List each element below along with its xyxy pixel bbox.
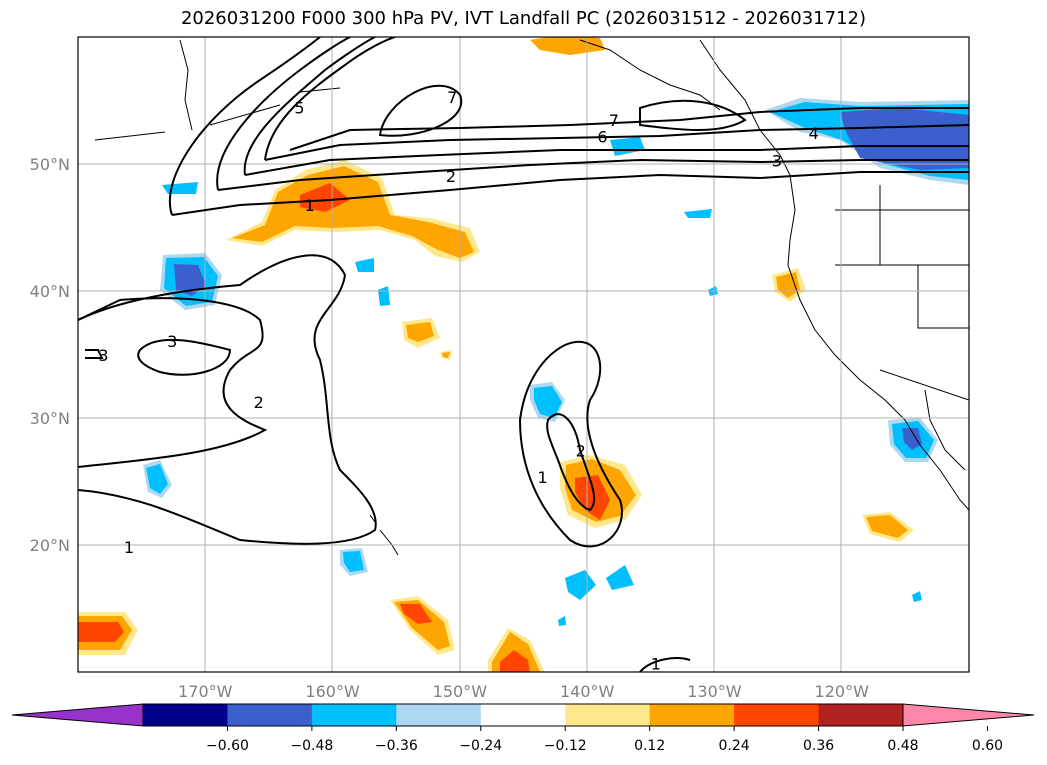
lat-tick-label: 40°N xyxy=(30,282,70,301)
colorbar-tick-label: −0.12 xyxy=(544,738,587,754)
latitude-tick-labels: 50°N 40°N 30°N 20°N xyxy=(30,155,70,555)
colorbar-outline xyxy=(142,703,904,727)
contour-label: 1 xyxy=(651,655,661,674)
map-title: 2026031200 F000 300 hPa PV, IVT Landfall… xyxy=(180,8,867,29)
colorbar-tick-label: −0.60 xyxy=(206,738,249,754)
colorbar-bin xyxy=(480,704,566,726)
colorbar-extend-high xyxy=(902,703,1035,727)
lon-tick-label: 130°W xyxy=(687,682,742,701)
lon-tick-label: 150°W xyxy=(433,682,488,701)
contour-label: 3 xyxy=(98,346,108,365)
map-plot-area xyxy=(78,37,969,672)
contour-label: 2 xyxy=(576,441,586,460)
contour-label: 7 xyxy=(447,88,457,107)
contour-label: 1 xyxy=(537,468,547,487)
contour-label: 1 xyxy=(305,196,315,215)
colorbar-bin xyxy=(734,704,820,726)
colorbar-tick-label: −0.36 xyxy=(375,738,418,754)
lon-tick-label: 140°W xyxy=(560,682,615,701)
lat-tick-label: 20°N xyxy=(30,536,70,555)
colorbar-bin xyxy=(143,704,228,726)
colorbar-tick-label: −0.24 xyxy=(459,738,502,754)
lon-tick-label: 170°W xyxy=(178,682,233,701)
colorbar-tick-label: 0.12 xyxy=(634,738,665,754)
contour-label: 2 xyxy=(254,393,264,412)
contour-label: 4 xyxy=(809,124,819,143)
colorbar-tick-label: −0.48 xyxy=(290,738,333,754)
contour-label: 3 xyxy=(167,332,177,351)
colorbar-tick-label: 0.24 xyxy=(719,738,750,754)
lon-tick-label: 120°W xyxy=(815,682,870,701)
contour-label: 7 xyxy=(609,111,619,130)
colorbar-bin xyxy=(818,704,904,726)
colorbar: −0.60 −0.48 −0.36 −0.24 −0.12 0.12 0.24 0.36 0.4… xyxy=(11,703,1035,754)
contour-label: 1 xyxy=(124,538,134,557)
colorbar-bin xyxy=(396,704,482,726)
colorbar-tick-label: 0.48 xyxy=(887,738,918,754)
lon-tick-label: 160°W xyxy=(305,682,360,701)
colorbar-tick-label: 0.60 xyxy=(972,738,1003,754)
colorbar-extend-low xyxy=(11,703,144,727)
longitude-tick-labels: 170°W 160°W 150°W 140°W 130°W 120°W xyxy=(178,682,869,701)
contour-label: 5 xyxy=(294,98,304,117)
contour-label: 6 xyxy=(597,128,607,147)
contour-label: 2 xyxy=(446,167,456,186)
colorbar-bin xyxy=(227,704,313,726)
colorbar-tick-label: 0.36 xyxy=(803,738,834,754)
colorbar-bin xyxy=(311,704,397,726)
gridlines xyxy=(78,37,969,672)
lat-tick-label: 30°N xyxy=(30,409,70,428)
lat-tick-label: 50°N xyxy=(30,155,70,174)
pv-contours xyxy=(78,37,969,672)
contour-label: 3 xyxy=(772,152,782,171)
colorbar-bin xyxy=(649,704,735,726)
map-border xyxy=(77,36,970,673)
colorbar-bin xyxy=(565,704,651,726)
